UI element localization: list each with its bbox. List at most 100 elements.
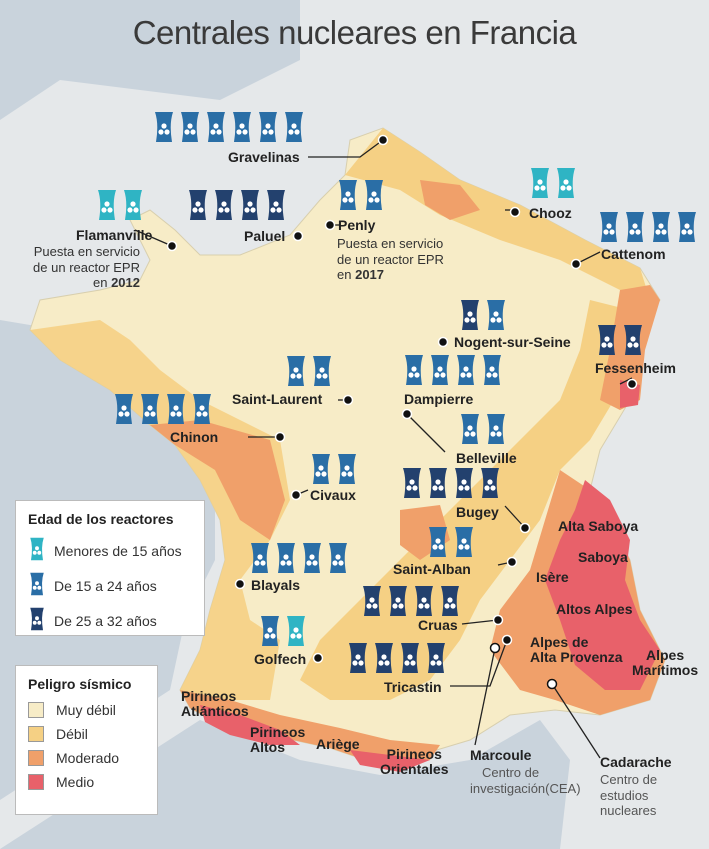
label-civaux: Civaux	[310, 487, 356, 503]
reactor-icon	[313, 356, 331, 386]
reactors-golfech	[258, 616, 308, 646]
region-ariege: Ariège	[316, 736, 360, 752]
reactor-icon	[259, 112, 277, 142]
reactor-icon	[626, 212, 644, 242]
reactor-icon	[251, 543, 269, 573]
page-title: Centrales nucleares en Francia	[132, 14, 577, 51]
reactors-penly	[336, 180, 386, 210]
reactor-icon	[287, 616, 305, 646]
reactor-icon	[487, 300, 505, 330]
legend-seismic-row: Débil	[28, 726, 145, 742]
reactors-gravelinas	[152, 112, 306, 142]
reactor-icon	[215, 190, 233, 220]
zone-moderado-pyrenees	[180, 690, 440, 770]
reactor-icon	[441, 586, 459, 616]
label-nogent: Nogent-sur-Seine	[454, 334, 571, 350]
legend-seismic-row: Moderado	[28, 750, 145, 766]
label-cattenom: Cattenom	[601, 246, 666, 262]
note-penly: Puesta en servicio de un reactor EPR en …	[337, 236, 444, 283]
reactors-cattenom	[597, 212, 699, 242]
legend-seismic-title: Peligro sísmico	[28, 676, 132, 692]
label-chooz: Chooz	[529, 205, 572, 221]
note-marcoule: Centro de investigación(CEA)	[470, 765, 581, 796]
zone-medio-pyrenees-east	[350, 750, 430, 772]
note-flamanville: Puesta en servicio de un reactor EPR en …	[33, 244, 140, 291]
region-pirineos-atlanticos: Pirineos Atlánticos	[181, 688, 249, 720]
zone-medio-pyrenees	[200, 705, 300, 745]
swatch-moderado	[28, 750, 44, 766]
label-marcoule: Marcoule	[470, 747, 532, 763]
region-isere: Isère	[536, 569, 569, 585]
zone-moderado-north	[420, 180, 480, 220]
reactors-saint-laurent	[284, 356, 334, 386]
note-cadarache: Centro de estudios nucleares	[600, 772, 658, 819]
region-pirineos-altos: Pirineos Altos	[250, 724, 306, 756]
legend-reactor-age: Edad de los reactores Menores de 15 años…	[15, 500, 205, 636]
label-saint-alban: Saint-Alban	[393, 561, 471, 577]
reactor-icon	[207, 112, 225, 142]
reactor-icon	[98, 190, 116, 220]
reactors-flamanville	[95, 190, 145, 220]
reactor-icon	[124, 190, 142, 220]
region-alpes-maritimos: Alpes Marítimos	[632, 647, 699, 679]
reactors-paluel	[186, 190, 288, 220]
region-alpes-alta-provenza: Alpes de Alta Provenza	[530, 634, 623, 666]
label-paluel: Paluel	[244, 228, 286, 244]
reactor-icon	[403, 468, 421, 498]
reactors-dampierre	[402, 355, 504, 385]
reactors-cruas	[360, 586, 462, 616]
reactor-icon	[531, 168, 549, 198]
reactor-icon	[363, 586, 381, 616]
reactors-blayals	[248, 543, 350, 573]
reactor-icon	[303, 543, 321, 573]
zone-debil-east	[300, 300, 630, 700]
reactors-saint-alban	[426, 527, 476, 557]
reactor-icon	[652, 212, 670, 242]
reactor-icon	[457, 355, 475, 385]
reactor-icon	[401, 643, 419, 673]
reactors-bugey	[400, 468, 502, 498]
reactor-icon	[267, 190, 285, 220]
reactor-icon	[487, 414, 505, 444]
label-chinon: Chinon	[170, 429, 219, 445]
reactor-icon	[312, 454, 330, 484]
reactor-icon	[329, 543, 347, 573]
reactor-icon	[427, 643, 445, 673]
reactor-icon	[375, 643, 393, 673]
reactors-nogent	[458, 300, 508, 330]
reactor-icon	[415, 586, 433, 616]
label-blayals: Blayals	[251, 577, 301, 593]
reactor-icon	[349, 643, 367, 673]
reactor-icon	[429, 468, 447, 498]
label-saint-laurent: Saint-Laurent	[232, 391, 323, 407]
legend-seismic-row: Muy débil	[28, 702, 145, 718]
region-altos-alpes: Altos Alpes	[556, 601, 633, 617]
reactor-icon	[155, 112, 173, 142]
zone-medio-alps	[545, 480, 660, 690]
reactor-icon	[455, 468, 473, 498]
reactor-icon	[429, 527, 447, 557]
swatch-medio	[28, 774, 44, 790]
reactor-icon	[431, 355, 449, 385]
legend-reactor-age-title: Edad de los reactores	[28, 511, 174, 527]
legend-age-row: De 25 a 32 años	[28, 607, 192, 634]
reactor-icon	[339, 180, 357, 210]
reactor-icon	[241, 190, 259, 220]
reactor-icon	[365, 180, 383, 210]
reactor-icon	[30, 537, 44, 561]
label-belleville: Belleville	[456, 450, 517, 466]
reactor-icon	[261, 616, 279, 646]
reactors-chooz	[528, 168, 578, 198]
reactor-icon	[115, 394, 133, 424]
leader-lines	[134, 139, 633, 759]
reactor-icon	[167, 394, 185, 424]
region-saboya: Saboya	[578, 549, 628, 565]
reactors-fessenheim	[595, 325, 645, 355]
legend-seismic: Peligro sísmico Muy débil Débil Moderado…	[15, 665, 158, 815]
reactor-icon	[189, 190, 207, 220]
research-dots	[489, 642, 558, 690]
plant-dots	[166, 134, 638, 664]
reactor-icon	[338, 454, 356, 484]
